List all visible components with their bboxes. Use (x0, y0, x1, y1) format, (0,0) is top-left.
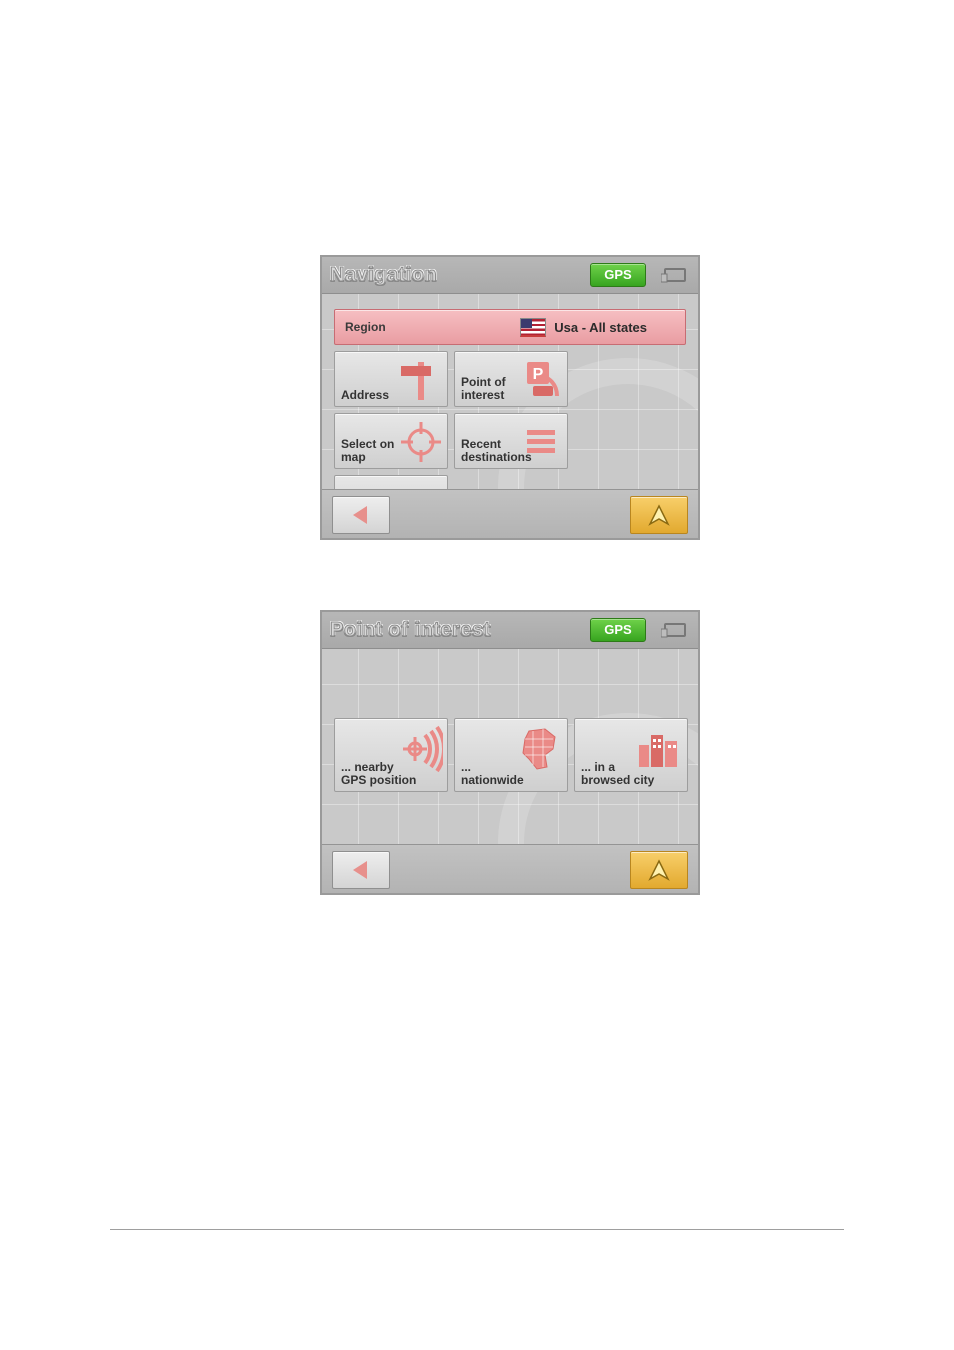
navigate-button[interactable] (630, 851, 688, 889)
tile-label: Point ofinterest (461, 376, 506, 402)
gps-status-badge[interactable]: GPS (590, 618, 646, 642)
screenshot-poi: Point of interest GPS ... nearbyGPS posi… (320, 610, 700, 895)
tile-recent-destinations[interactable]: Recentdestinations (454, 413, 568, 469)
back-button[interactable] (332, 851, 390, 889)
window-icon[interactable] (660, 264, 690, 286)
title-bar: Point of interest GPS (322, 612, 698, 649)
poi-tile-row: ... nearbyGPS position ...nationwide (334, 718, 688, 792)
region-value: Usa - All states (554, 320, 647, 335)
tile-address[interactable]: Address (334, 351, 448, 407)
target-icon (399, 420, 443, 464)
parking-icon: P (519, 358, 563, 402)
title-bar: Navigation GPS (322, 257, 698, 294)
back-button[interactable] (332, 496, 390, 534)
gps-status-badge[interactable]: GPS (590, 263, 646, 287)
list-icon (519, 420, 563, 464)
us-flag-icon (520, 318, 546, 337)
screenshot-navigation: Navigation GPS Region Usa - All states A… (320, 255, 700, 540)
tile-label: Address (341, 389, 389, 402)
signpost-icon (399, 358, 443, 402)
footer-divider (110, 1229, 844, 1230)
screen-title: Navigation (330, 264, 590, 287)
city-icon (635, 725, 683, 773)
navigate-button[interactable] (630, 496, 688, 534)
window-icon[interactable] (660, 619, 690, 641)
country-map-icon (515, 725, 563, 773)
tile-select-on-map[interactable]: Select onmap (334, 413, 448, 469)
region-button[interactable]: Region Usa - All states (334, 309, 686, 345)
radar-icon (395, 725, 443, 773)
region-label: Region (345, 320, 386, 334)
tile-label: Select onmap (341, 438, 394, 464)
svg-text:P: P (533, 366, 544, 383)
tile-nearby-gps[interactable]: ... nearbyGPS position (334, 718, 448, 792)
bottom-bar (322, 489, 698, 538)
tile-nationwide[interactable]: ...nationwide (454, 718, 568, 792)
bottom-bar (322, 844, 698, 893)
tile-poi[interactable]: Point ofinterest P (454, 351, 568, 407)
screen-title: Point of interest (330, 619, 590, 642)
tile-browsed-city[interactable]: ... in abrowsed city (574, 718, 688, 792)
